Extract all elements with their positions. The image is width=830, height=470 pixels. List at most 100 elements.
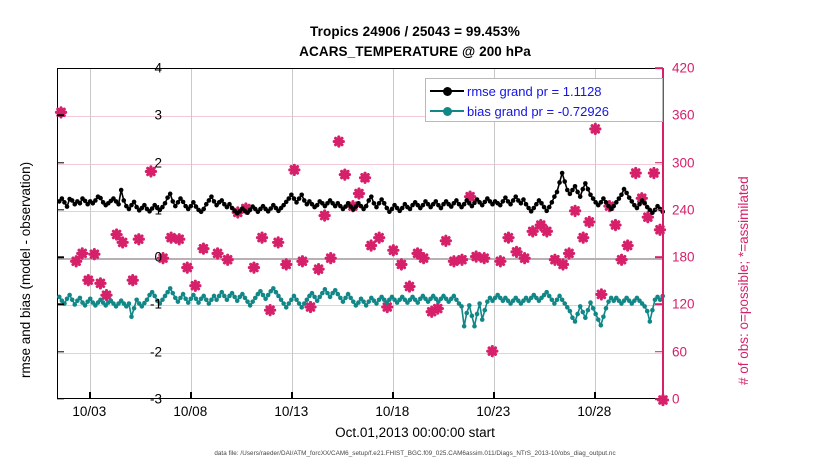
x-tick-mark: [594, 392, 596, 399]
x-axis-label: Oct.01,2013 00:00:00 start: [335, 425, 495, 440]
y-tick-label: 2: [154, 155, 162, 171]
y2-tick-label: 180: [672, 249, 695, 265]
grid-line-horizontal: [58, 116, 662, 118]
obs-assimilated-marker: [82, 274, 95, 287]
obs-assimilated-marker: [510, 245, 523, 258]
series-layer: [54, 106, 670, 407]
y2-tick-label: 360: [672, 107, 695, 123]
chart-title-line1: Tropics 24906 / 25043 = 99.453%: [310, 24, 520, 39]
obs-assimilated-marker: [116, 236, 129, 249]
y-tick-mark: [57, 351, 64, 353]
obs-assimilated-marker: [502, 231, 515, 244]
obs-assimilated-marker: [589, 122, 602, 136]
obs-assimilated-marker: [494, 255, 507, 268]
obs-assimilated-marker: [247, 261, 261, 274]
obs-assimilated-marker: [387, 244, 400, 257]
obs-assimilated-marker: [364, 239, 378, 252]
obs-assimilated-marker: [255, 231, 269, 244]
y-tick-mark: [57, 398, 64, 400]
obs-assimilated-marker: [324, 251, 337, 265]
obs-assimilated-marker: [518, 251, 531, 265]
y2-tick-label: 300: [672, 155, 695, 171]
y2-axis-label: # of obs: o=possible; *=assimilated: [736, 176, 751, 385]
y-tick-mark: [57, 114, 64, 116]
y2-tick-mark: [655, 350, 663, 353]
grid-line-horizontal: [58, 352, 662, 354]
plot-area: [54, 68, 670, 407]
obs-assimilated-marker: [358, 171, 372, 184]
obs-assimilated-marker: [478, 251, 491, 265]
obs-assimilated-marker: [304, 300, 317, 314]
y-tick-label: -2: [149, 344, 162, 360]
x-tick-mark: [493, 392, 495, 399]
y-tick-mark: [57, 303, 64, 306]
obs-assimilated-marker: [556, 258, 570, 271]
grid-line-vertical: [494, 69, 496, 398]
obs-assimilated-marker: [615, 253, 628, 266]
y2-tick-mark: [655, 256, 663, 258]
obs-assimilated-marker: [164, 231, 178, 244]
grid-line-horizontal: [58, 210, 662, 212]
obs-assimilated-marker: [263, 304, 277, 317]
x-tick-label: 10/28: [577, 404, 612, 419]
obs-assimilated-marker: [126, 274, 139, 287]
obs-assimilated-marker: [447, 255, 461, 268]
grid-line-vertical: [292, 69, 294, 398]
obs-assimilated-marker: [431, 302, 444, 315]
y2-tick-label: 120: [672, 296, 695, 312]
obs-assimilated-marker: [395, 258, 408, 271]
obs-assimilated-marker: [609, 218, 622, 232]
obs-assimilated-marker: [439, 234, 452, 247]
y2-tick-label: 60: [672, 344, 688, 360]
obs-assimilated-marker: [94, 277, 107, 290]
y-tick-label: 1: [154, 202, 162, 218]
obs-assimilated-marker: [595, 288, 608, 301]
obs-assimilated-marker: [288, 163, 301, 177]
obs-assimilated-marker: [577, 231, 590, 244]
y-tick-label: 0: [154, 249, 162, 265]
obs-assimilated-marker: [156, 251, 170, 265]
obs-assimilated-marker: [403, 280, 416, 293]
y2-tick-label: 240: [672, 202, 695, 218]
grid-line-horizontal: [58, 305, 662, 307]
obs-assimilated-marker: [641, 211, 654, 224]
obs-assimilated-marker: [568, 204, 582, 218]
obs-assimilated-marker: [647, 166, 661, 180]
grid-line-vertical: [90, 69, 92, 398]
x-tick-mark: [190, 392, 192, 399]
obs-assimilated-marker: [312, 263, 325, 276]
obs-assimilated-marker: [181, 261, 194, 274]
obs-assimilated-marker: [144, 165, 158, 178]
y2-tick-mark: [655, 67, 663, 69]
obs-assimilated-marker: [110, 228, 123, 241]
obs-assimilated-marker: [189, 279, 202, 292]
y-axis-label: rmse and bias (model - observation): [18, 161, 33, 378]
legend-label: rmse grand pr = 1.1128: [467, 83, 602, 99]
legend-item-rmse[interactable]: rmse grand pr = 1.1128: [430, 81, 658, 101]
y2-tick-mark: [655, 161, 663, 164]
obs-assimilated-marker: [197, 242, 210, 255]
chart-title-line2: ACARS_TEMPERATURE @ 200 hPa: [299, 44, 531, 59]
obs-assimilated-marker: [373, 231, 386, 244]
x-tick-label: 10/13: [274, 404, 309, 419]
obs-assimilated-marker: [280, 258, 293, 271]
obs-assimilated-marker: [100, 289, 113, 302]
grid-line-vertical: [393, 69, 395, 398]
obs-assimilated-marker: [486, 344, 499, 358]
x-tick-label: 10/03: [72, 404, 107, 419]
obs-assimilated-marker: [534, 218, 547, 232]
x-tick-label: 10/08: [173, 404, 208, 419]
legend-line-marker-icon: [430, 104, 464, 118]
legend-item-bias[interactable]: bias grand pr = -0.72926: [430, 101, 658, 121]
obs-assimilated-marker: [469, 250, 483, 263]
y2-tick-label: 420: [672, 60, 695, 76]
obs-assimilated-marker: [583, 215, 596, 229]
legend: rmse grand pr = 1.1128 bias grand pr = -0…: [425, 78, 663, 122]
obs-assimilated-marker: [332, 135, 345, 148]
series-bias: [56, 286, 666, 329]
obs-assimilated-marker: [562, 247, 576, 260]
obs-assimilated-marker: [70, 255, 83, 268]
y2-tick-mark: [655, 398, 663, 400]
grid-line-vertical: [191, 69, 193, 398]
